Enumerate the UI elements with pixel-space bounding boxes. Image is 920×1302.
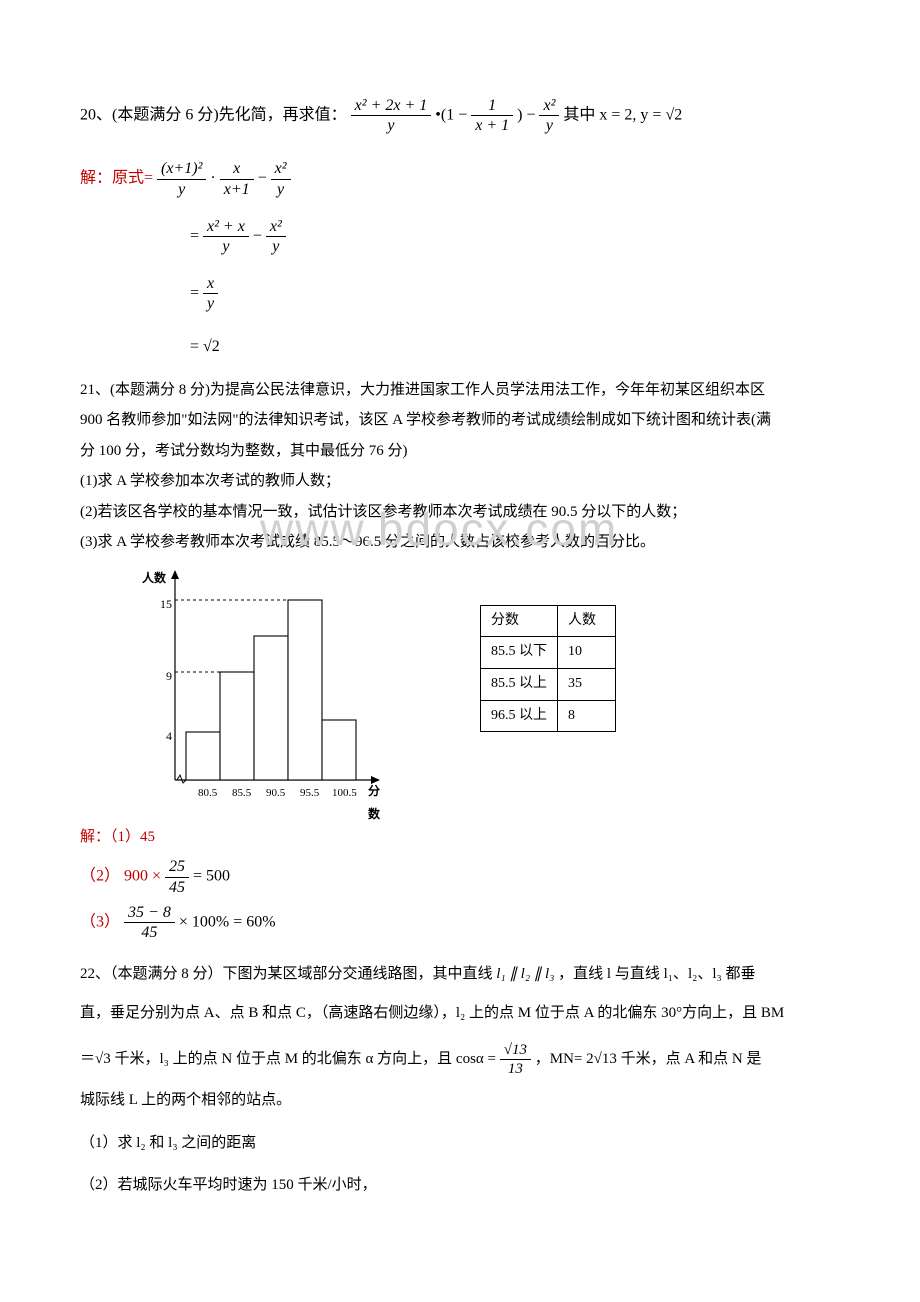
q20-sol-line3: = xy (190, 274, 840, 313)
q21-sol2-pre: （2） 900 × (80, 868, 165, 885)
q20-s2-minus: − (253, 227, 266, 244)
problem-21: 21、(本题满分 8 分)为提高公民法律意识，大力推进国家工作人员学法用法工作，… (80, 376, 840, 942)
q20-op2: ) − (517, 106, 539, 123)
q20-s4: = √2 (190, 338, 220, 355)
cell-r2c0: 96.5 以上 (481, 700, 558, 732)
score-table-el: 分数 人数 85.5 以下 10 85.5 以上 35 96.5 以上 8 (480, 605, 616, 732)
q20-s2-eq: = (190, 227, 203, 244)
q21-sol3: （3） 35 − 845 × 100% = 60% (80, 903, 840, 942)
q20-sol-line4: = √2 (190, 332, 840, 362)
q20-frac-2: x²y (539, 96, 559, 135)
th-count: 人数 (558, 605, 616, 637)
q21-sol3-frac: 35 − 845 (124, 903, 175, 942)
q20-s3-frac: xy (203, 274, 218, 313)
xtick-2: 90.5 (266, 783, 285, 804)
q21-sol2-eq: = 500 (193, 868, 230, 885)
q22-l1a: 22、（本题满分 8 分）下图为某区域部分交通线路图，其中直线 (80, 966, 496, 982)
q20-s3-eq: = (190, 284, 203, 301)
q20-s1-frac-a: (x+1)²y (157, 159, 206, 198)
cell-r2c1: 8 (558, 700, 616, 732)
q22-l1: 22、（本题满分 8 分）下图为某区域部分交通线路图，其中直线 l₁ ∥ l₂ … (80, 960, 840, 989)
q20-sol-line2: = x² + xy − x²y (190, 217, 840, 256)
q21-p2: (2)若该区各学校的基本情况一致，试估计该区参考教师本次考试成绩在 90.5 分… (80, 498, 840, 527)
xlabel: 分数 (368, 780, 390, 826)
q21-sol3-pre: （3） (80, 913, 124, 930)
q21-l1: 21、(本题满分 8 分)为提高公民法律意识，大力推进国家工作人员学法用法工作，… (80, 376, 840, 405)
q20-sol-label: 解：原式= (80, 170, 153, 187)
q20-frac-main: x² + 2x + 1y (351, 96, 432, 135)
q20-frac-1: 1x + 1 (471, 96, 513, 135)
q21-l3: 分 100 分，考试分数均为整数，其中最低分 76 分) (80, 437, 840, 466)
xtick-4: 100.5 (332, 783, 357, 804)
q21-p3: (3)求 A 学校参考教师本次考试成绩 85.5～96.5 分之间的人数占该校参… (80, 528, 840, 557)
th-score: 分数 (481, 605, 558, 637)
q20-sol-line1: 解：原式= (x+1)²y · xx+1 − x²y (80, 159, 840, 198)
cell-r0c1: 10 (558, 637, 616, 669)
ytick-4: 4 (166, 725, 172, 748)
q20-s1-frac-c: x²y (271, 159, 291, 198)
q22-l3b: ，MN= 2√13 千米，点 A 和点 N 是 (535, 1051, 762, 1067)
q20-s1-minus: − (258, 170, 271, 187)
ytick-9: 9 (166, 665, 172, 688)
cell-r1c1: 35 (558, 669, 616, 701)
histogram-svg (80, 565, 390, 815)
q22-p1: （1）求 l₂ 和 l₃ 之间的距离 (80, 1129, 840, 1158)
q22-l4: 城际线 L 上的两个相邻的站点。 (80, 1086, 840, 1115)
q22-cos-frac: √1313 (500, 1041, 531, 1078)
q21-sol2-frac: 2545 (165, 857, 189, 896)
q21-l2: 900 名教师参加"如法网"的法律知识考试，该区 A 学校参考教师的考试成绩绘制… (80, 406, 840, 435)
xtick-0: 80.5 (198, 783, 217, 804)
ylabel: 人数 (142, 567, 166, 590)
ytick-15: 15 (160, 593, 172, 616)
q21-sol1: 解：（1）45 (80, 823, 840, 852)
q21-p1: (1)求 A 学校参加本次考试的教师人数； (80, 467, 840, 496)
q22-l3: ＝√3 千米，l₃ 上的点 N 位于点 M 的北偏东 α 方向上，且 cosα … (80, 1041, 840, 1078)
q20-prompt: 20、(本题满分 6 分)先化简，再求值： x² + 2x + 1y •(1 −… (80, 96, 840, 135)
q22-l1b: ，直线 l 与直线 l₁、l₂、l₃ 都垂 (558, 966, 755, 982)
cell-r1c0: 85.5 以上 (481, 669, 558, 701)
q22-parallel: l₁ ∥ l₂ ∥ l₃ (496, 966, 554, 982)
q20-cond: 其中 x = 2, y = √2 (563, 106, 682, 123)
q20-s2-frac-a: x² + xy (203, 217, 249, 256)
q20-s2-frac-b: x²y (266, 217, 286, 256)
q20-prompt-text: 20、(本题满分 6 分)先化简，再求值： (80, 106, 347, 123)
xtick-3: 95.5 (300, 783, 319, 804)
q20-s1-dot: · (210, 170, 219, 187)
table-row: 96.5 以上 8 (481, 700, 616, 732)
xtick-1: 85.5 (232, 783, 251, 804)
table-row: 85.5 以上 35 (481, 669, 616, 701)
q20-s1-frac-b: xx+1 (220, 159, 254, 198)
table-row: 85.5 以下 10 (481, 637, 616, 669)
q22-l3a: ＝√3 千米，l₃ 上的点 N 位于点 M 的北偏东 α 方向上，且 (80, 1051, 456, 1067)
score-table: 分数 人数 85.5 以下 10 85.5 以上 35 96.5 以上 8 (480, 605, 616, 732)
histogram: 人数 分数 15 9 4 80.5 85.5 90.5 95.5 100.5 (80, 565, 390, 815)
q21-sol3-mid: × 100% = 60% (179, 913, 276, 930)
q21-sol2: （2） 900 × 2545 = 500 (80, 857, 840, 896)
problem-22: 22、（本题满分 8 分）下图为某区域部分交通线路图，其中直线 l₁ ∥ l₂ … (80, 960, 840, 1200)
chart-table-row: 人数 分数 15 9 4 80.5 85.5 90.5 95.5 100.5 分… (80, 565, 840, 815)
q20-op1: •(1 − (435, 106, 471, 123)
q22-l2: 直，垂足分别为点 A、点 B 和点 C，（高速路右侧边缘），l₂ 上的点 M 位… (80, 999, 840, 1028)
q22-cos: cosα = (456, 1051, 500, 1067)
q22-p2: （2）若城际火车平均时速为 150 千米/小时， (80, 1171, 840, 1200)
cell-r0c0: 85.5 以下 (481, 637, 558, 669)
problem-20: 20、(本题满分 6 分)先化简，再求值： x² + 2x + 1y •(1 −… (80, 96, 840, 362)
table-header-row: 分数 人数 (481, 605, 616, 637)
